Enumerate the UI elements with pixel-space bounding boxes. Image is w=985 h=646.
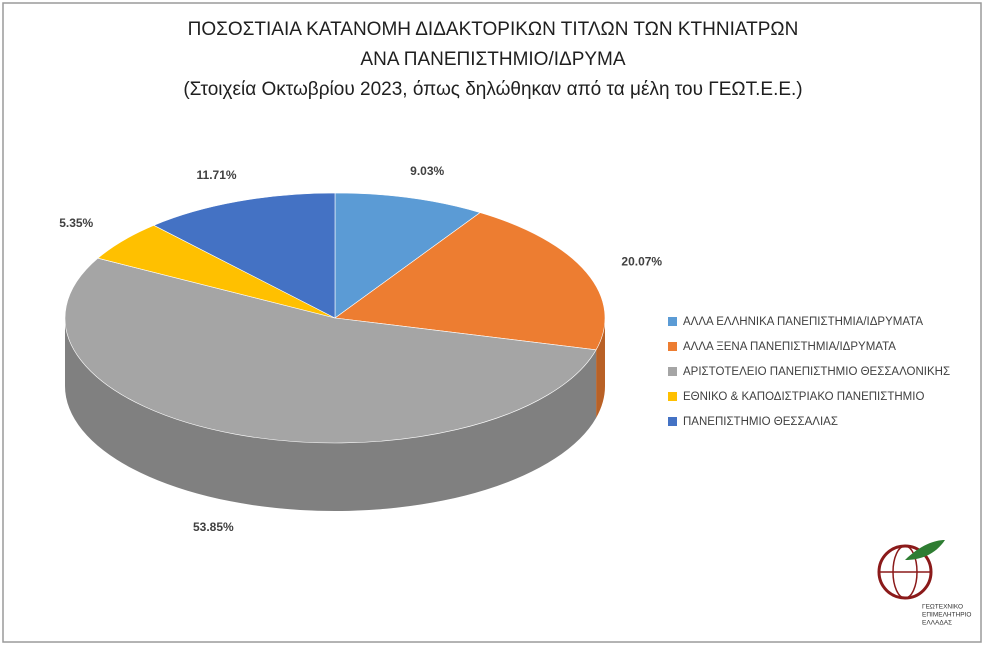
legend-swatch xyxy=(668,367,677,376)
legend-label: ΠΑΝΕΠΙΣΤΗΜΙΟ ΘΕΣΣΑΛΙΑΣ xyxy=(683,416,838,428)
pie-side xyxy=(65,318,597,511)
chart-title: ΠΟΣΟΣΤΙΑΙΑ ΚΑΤΑΝΟΜΗ ΔΙΔΑΚΤΟΡΙΚΩΝ ΤΙΤΛΩΝ … xyxy=(188,19,799,40)
logo-text: ΕΠΙΜΕΛΗΤΗΡΙΟ xyxy=(922,612,971,619)
legend-label: ΑΛΛΑ ΕΛΛΗΝΙΚΑ ΠΑΝΕΠΙΣΤΗΜΙΑ/ΙΔΡΥΜΑΤΑ xyxy=(683,316,923,328)
data-label: 9.03% xyxy=(410,164,444,178)
logo-leaf xyxy=(905,540,945,560)
pie-sides xyxy=(65,318,605,511)
chart-title: ΑΝΑ ΠΑΝΕΠΙΣΤΗΜΙΟ/ΙΔΡΥΜΑ xyxy=(360,49,625,70)
legend-swatch xyxy=(668,392,677,401)
chart-subtitle: (Στοιχεία Οκτωβρίου 2023, όπως δηλώθηκαν… xyxy=(183,79,802,100)
legend-swatch xyxy=(668,317,677,326)
pie-slice xyxy=(334,212,606,351)
pie-side xyxy=(596,318,605,418)
data-label: 20.07% xyxy=(621,255,662,269)
pie-tops xyxy=(64,192,606,444)
pie-slice xyxy=(153,192,336,319)
legend-label: ΕΘΝΙΚΟ & ΚΑΠΟΔΙΣΤΡΙΑΚΟ ΠΑΝΕΠΙΣΤΗΜΙΟ xyxy=(683,391,924,403)
data-label: 53.85% xyxy=(193,520,234,534)
data-label: 11.71% xyxy=(197,168,237,182)
legend-label: ΑΛΛΑ ΞΕΝΑ ΠΑΝΕΠΙΣΤΗΜΙΑ/ΙΔΡΥΜΑΤΑ xyxy=(683,341,896,353)
pie-slice xyxy=(64,257,597,444)
data-label: 5.35% xyxy=(59,216,93,230)
logo: ΓΕΩΤΕΧΝΙΚΟ ΕΠΙΜΕΛΗΤΗΡΙΟ ΕΛΛΑΔΑΣ xyxy=(877,540,971,627)
legend-swatch xyxy=(668,417,677,426)
legend-label: ΑΡΙΣΤΟΤΕΛΕΙΟ ΠΑΝΕΠΙΣΤΗΜΙΟ ΘΕΣΣΑΛΟΝΙΚΗΣ xyxy=(683,366,950,378)
pie-side-shade xyxy=(596,318,605,418)
legend-swatch xyxy=(668,342,677,351)
pie-slice xyxy=(334,192,481,319)
logo-text: ΓΕΩΤΕΧΝΙΚΟ xyxy=(922,604,963,611)
pie-side-shade xyxy=(65,318,597,511)
logo-text: ΕΛΛΑΔΑΣ xyxy=(922,620,952,627)
